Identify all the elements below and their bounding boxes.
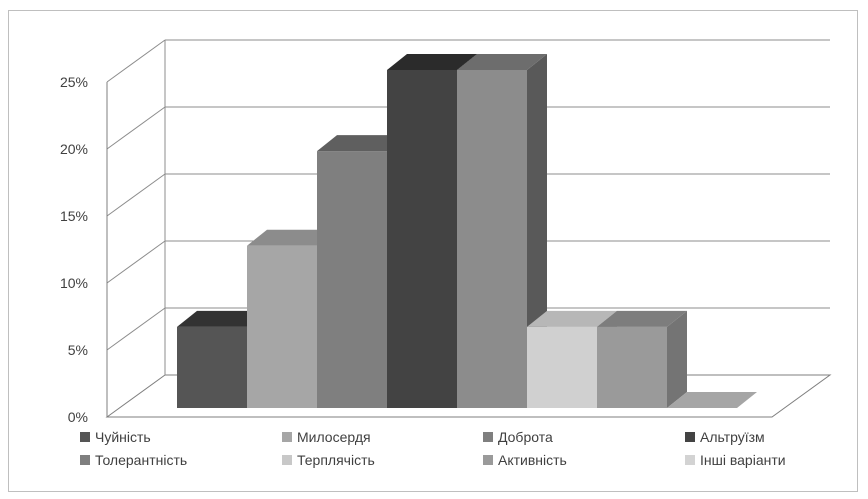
legend-swatch xyxy=(483,455,493,465)
bar-front xyxy=(597,326,667,408)
bar-front xyxy=(457,70,527,408)
bar-top xyxy=(177,310,267,327)
legend-label: Активність xyxy=(498,452,567,468)
legend-item: Терплячість xyxy=(282,452,375,468)
legend-label: Альтруїзм xyxy=(700,429,765,445)
gridline-diagonal xyxy=(106,106,166,150)
y-tick-label: 5% xyxy=(68,342,88,358)
legend-swatch xyxy=(685,432,695,442)
bar-top xyxy=(527,310,617,327)
bar-front xyxy=(527,326,597,408)
bar-top xyxy=(597,310,687,327)
y-axis-ticks: 0% 5% 10% 15% 20% 25% xyxy=(60,74,88,425)
y-tick-label: 0% xyxy=(68,409,88,425)
bar-side xyxy=(667,310,687,408)
y-tick-label: 10% xyxy=(60,275,88,291)
gridline-diagonal xyxy=(106,307,166,351)
gridline-diagonal xyxy=(106,173,166,217)
bar-top xyxy=(317,135,407,152)
y-tick-label: 20% xyxy=(60,141,88,157)
bar-top xyxy=(387,54,477,70)
y-tick-label: 15% xyxy=(60,208,88,224)
legend-label: Терплячість xyxy=(297,452,375,468)
bar-front xyxy=(177,326,247,408)
legend-swatch xyxy=(282,432,292,442)
bar-top xyxy=(247,229,337,246)
legend-swatch xyxy=(80,455,90,465)
legend-item: Активність xyxy=(483,452,567,468)
bar-5 xyxy=(457,54,547,408)
gridline-diagonal xyxy=(106,39,166,83)
legend-item: Милосердя xyxy=(282,429,371,445)
legend-label: Чуйність xyxy=(95,429,151,445)
legend: Чуйність Милосердя Доброта Альтруїзм Толеран… xyxy=(80,429,786,468)
legend-item: Інші варіанти xyxy=(685,452,786,468)
bar-8 xyxy=(667,392,757,408)
legend-item: Доброта xyxy=(483,429,553,445)
bar-front xyxy=(247,245,317,408)
floor-layer xyxy=(105,40,832,418)
legend-swatch xyxy=(282,455,292,465)
bar-front xyxy=(317,151,387,408)
legend-item: Толерантність xyxy=(80,452,187,468)
legend-label: Доброта xyxy=(498,429,553,445)
floor xyxy=(105,374,832,418)
bar-7 xyxy=(597,310,687,408)
legend-label: Інші варіанти xyxy=(700,452,786,468)
bar-top xyxy=(457,54,547,70)
bars xyxy=(177,54,757,408)
legend-item: Альтруїзм xyxy=(685,429,765,445)
legend-item: Чуйність xyxy=(80,429,151,445)
y-tick-label: 25% xyxy=(60,74,88,90)
bar-top xyxy=(667,392,757,408)
gridline-diagonal xyxy=(106,240,166,284)
legend-swatch xyxy=(80,432,90,442)
legend-swatch xyxy=(685,455,695,465)
legend-swatch xyxy=(483,432,493,442)
legend-label: Толерантність xyxy=(95,452,187,468)
bar-front xyxy=(387,70,457,408)
legend-label: Милосердя xyxy=(297,429,371,445)
